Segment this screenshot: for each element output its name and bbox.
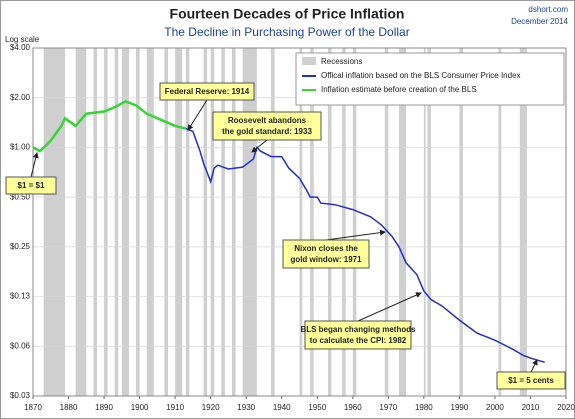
recession-band — [459, 48, 463, 396]
recession-band — [231, 48, 236, 396]
annotation-box — [496, 371, 566, 390]
recession-band — [75, 48, 87, 396]
x-tick-label: 1890 — [95, 403, 113, 412]
chart-title: Fourteen Decades of Price Inflation — [170, 6, 405, 22]
recession-band — [384, 48, 389, 396]
annotation-text: BLS began changing methods — [300, 325, 416, 334]
recession-band — [210, 48, 215, 396]
recession-band — [519, 48, 527, 396]
x-tick-label: 1980 — [415, 403, 433, 412]
annotation-box — [212, 111, 322, 141]
recession-band — [203, 48, 208, 396]
x-tick-label: 1960 — [344, 403, 362, 412]
series-line — [32, 100, 187, 153]
legend-box — [295, 52, 565, 106]
recession-band — [175, 48, 183, 396]
x-tick-label: 1940 — [273, 403, 291, 412]
annotation-arrow — [30, 152, 39, 178]
annotation-arrow — [187, 99, 208, 131]
recession-band — [104, 48, 108, 396]
annotation-text: to calculate the CPI: 1982 — [310, 336, 407, 345]
x-tick-label: 1930 — [237, 403, 255, 412]
recession-band — [342, 48, 346, 396]
recession-band — [398, 48, 407, 396]
annotation-arrow — [530, 359, 538, 373]
recession-band — [271, 48, 275, 396]
recession-band — [310, 48, 314, 396]
legend-swatch — [302, 57, 316, 65]
recession-band — [299, 48, 303, 396]
x-tick-label: 2000 — [486, 403, 504, 412]
recession-band — [327, 48, 332, 396]
recession-band — [427, 48, 431, 396]
y-tick-label: $1.00 — [10, 143, 31, 152]
recession-band — [121, 48, 129, 396]
source: dshort.com — [528, 5, 568, 14]
x-tick-label: 1870 — [24, 403, 42, 412]
legend-label: Recessions — [321, 57, 362, 66]
x-tick-label: 1920 — [202, 403, 220, 412]
annotation-arrow — [357, 292, 422, 322]
annotation-arrow — [325, 229, 386, 241]
annotation-text: $1 = 5 cents — [508, 376, 554, 385]
annotation-text: $1 = $1 — [18, 181, 45, 190]
y-tick-label: $0.50 — [10, 192, 31, 201]
chart-subtitle: The Decline in Purchasing Power of the D… — [164, 25, 409, 39]
recession-band — [164, 48, 169, 396]
x-tick-label: 1910 — [166, 403, 184, 412]
y-tick-label: $0.03 — [10, 391, 31, 400]
x-tick-label: 2020 — [557, 403, 575, 412]
recession-band — [221, 48, 225, 396]
y-tick-label: $0.13 — [10, 292, 31, 301]
y-tick-label: $0.06 — [10, 341, 31, 350]
annotation-box — [5, 176, 57, 195]
y-tick-label: $4.00 — [10, 43, 31, 52]
recession-band — [185, 48, 190, 396]
recession-band — [423, 48, 426, 396]
y-tick-label: $0.25 — [10, 242, 31, 251]
recession-band — [352, 48, 357, 396]
x-tick-label: 1950 — [308, 403, 326, 412]
annotation-arrow — [251, 139, 268, 153]
annotation-text: the gold standard: 1933 — [222, 127, 312, 136]
recession-band — [136, 48, 140, 396]
plot-border — [32, 47, 567, 397]
x-tick-label: 1990 — [451, 403, 469, 412]
recession-band — [43, 48, 65, 396]
annotation-text: gold window: 1971 — [290, 255, 362, 264]
date: December 2014 — [511, 17, 568, 26]
annotation-box — [159, 82, 255, 101]
recession-band — [146, 48, 154, 396]
annotation-box — [282, 239, 370, 269]
y-tick-label: $2.00 — [10, 93, 31, 102]
recession-band — [114, 48, 119, 396]
x-tick-label: 1970 — [379, 403, 397, 412]
legend-label: Inflation estimate before creation of th… — [321, 85, 477, 94]
legend-label: Offical inflation based on the BLS Consu… — [321, 71, 521, 80]
annotation-text: Nixon closes the — [294, 244, 358, 253]
annotation-box — [304, 320, 412, 350]
x-tick-label: 1900 — [131, 403, 149, 412]
recession-band — [93, 48, 97, 396]
y-axis-label: Log scale — [5, 35, 40, 44]
x-tick-label: 1880 — [60, 403, 78, 412]
recession-band — [498, 48, 502, 396]
x-tick-label: 2010 — [522, 403, 540, 412]
annotation-text: Federal Reserve: 1914 — [165, 87, 250, 96]
annotation-text: Roosevelt abandons — [228, 116, 307, 125]
series-line — [185, 127, 545, 364]
